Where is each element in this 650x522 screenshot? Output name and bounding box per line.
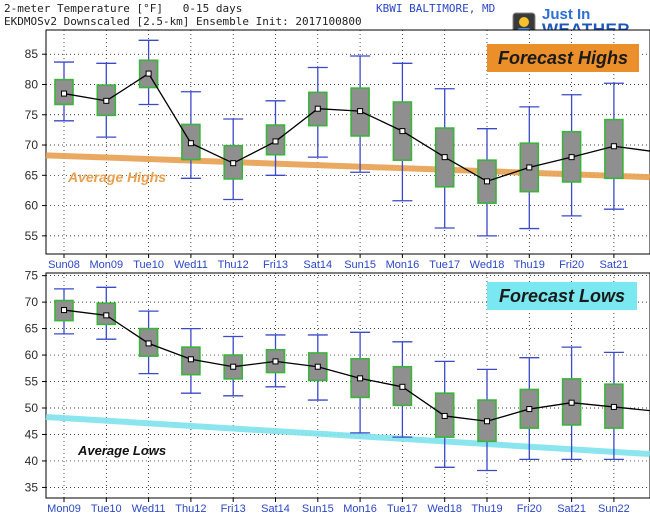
mean-point	[103, 97, 110, 104]
x-tick-label: Tue10	[133, 259, 164, 271]
mean-point	[357, 375, 364, 382]
x-tick-label: Fri20	[559, 259, 584, 271]
average-line	[45, 152, 650, 181]
x-tick-label: Sun08	[48, 259, 80, 271]
mean-point	[568, 399, 575, 406]
mean-point	[61, 90, 67, 97]
y-tick-label: 70	[25, 138, 39, 152]
y-tick-label: 75	[25, 269, 39, 283]
x-tick-label: Fri20	[517, 503, 542, 515]
mean-point	[314, 105, 321, 112]
lows-panel: 35 40 45 50 55 60 65 70 75 Mon09 Tue10 Wed11 Thu12 Fr…	[25, 269, 650, 515]
x-tick-label: Thu19	[514, 259, 545, 271]
y-tick-label: 75	[25, 108, 39, 122]
mean-point	[145, 70, 152, 77]
x-tick-label: Mon16	[386, 259, 420, 271]
y-tick-label: 60	[25, 348, 39, 362]
mean-point	[272, 358, 279, 365]
y-tick-label: 65	[25, 322, 39, 336]
chart-header-line1: 2-meter Temperature [°F] 0-15 days	[4, 2, 243, 15]
panel-title: Forecast Highs	[498, 48, 628, 68]
highs-panel: 55 60 65 70 75 80 85 Sun08 Mon09 Tue10 Wed11 Thu12 F…	[25, 29, 650, 271]
panel-title-badge	[487, 282, 637, 310]
x-tick-label: Tue10	[91, 503, 122, 515]
x-tick-label: Thu12	[218, 259, 249, 271]
station-label: KBWI BALTIMORE, MD	[376, 2, 496, 15]
average-line	[45, 414, 650, 458]
y-tick-label: 35	[25, 480, 39, 494]
mean-point	[357, 108, 364, 115]
x-tick-label: Sun22	[598, 503, 630, 515]
x-tick-label: Mon16	[343, 503, 377, 515]
x-tick-label: Sat21	[600, 259, 629, 271]
mean-point	[230, 160, 237, 167]
mean-point	[399, 128, 406, 135]
mean-point	[568, 154, 575, 161]
x-tick-label: Thu12	[175, 503, 206, 515]
x-tick-label: Wed18	[470, 259, 505, 271]
mean-point	[526, 406, 533, 413]
x-tick-label: Mon09	[89, 259, 123, 271]
mean-point	[526, 164, 533, 171]
panel-title-badge	[487, 44, 639, 72]
mean-point	[103, 312, 110, 319]
mean-point	[399, 383, 406, 390]
mean-point	[230, 363, 237, 370]
mean-point	[484, 178, 490, 185]
x-tick-label: Sat14	[303, 259, 332, 271]
y-tick-label: 40	[25, 454, 39, 468]
x-tick-label: Fri13	[221, 503, 246, 515]
mean-point	[145, 340, 152, 347]
average-line-label: Average Lows	[77, 443, 166, 458]
mean-point	[187, 140, 194, 147]
mean-point	[272, 138, 279, 145]
mean-point	[441, 154, 448, 161]
x-tick-label: Sun15	[344, 259, 376, 271]
x-tick-label: Sat14	[261, 503, 290, 515]
y-tick-label: 85	[25, 47, 39, 61]
mean-point	[314, 363, 321, 370]
x-tick-label: Sun15	[302, 503, 334, 515]
chart-header-line2: EKDMOSv2 Downscaled [2.5-km] Ensemble In…	[4, 15, 362, 28]
y-tick-label: 50	[25, 401, 39, 415]
average-line-label: Average Highs	[67, 169, 166, 185]
x-tick-label: Sat21	[557, 503, 586, 515]
mean-point	[610, 143, 617, 150]
x-tick-label: Thu19	[471, 503, 502, 515]
x-tick-label: Wed11	[132, 503, 166, 515]
y-tick-label: 55	[25, 375, 39, 389]
y-tick-label: 45	[25, 427, 39, 441]
logo-text-top: Just In	[542, 6, 591, 23]
x-tick-label: Fri13	[263, 259, 288, 271]
mean-point	[187, 356, 194, 363]
mean-point	[61, 307, 67, 314]
x-tick-label: Tue17	[429, 259, 460, 271]
x-tick-label: Mon09	[47, 503, 81, 515]
y-tick-label: 80	[25, 77, 39, 91]
y-tick-label: 55	[25, 229, 39, 243]
x-tick-label: Wed11	[174, 259, 208, 271]
mean-point	[610, 403, 617, 410]
x-tick-label: Wed18	[427, 503, 462, 515]
mean-point	[484, 418, 490, 425]
y-tick-label: 60	[25, 199, 39, 213]
panel-title: Forecast Lows	[499, 286, 625, 306]
mean-point	[441, 412, 448, 419]
x-tick-label: Tue17	[387, 503, 418, 515]
y-tick-label: 70	[25, 295, 39, 309]
y-tick-label: 65	[25, 168, 39, 182]
